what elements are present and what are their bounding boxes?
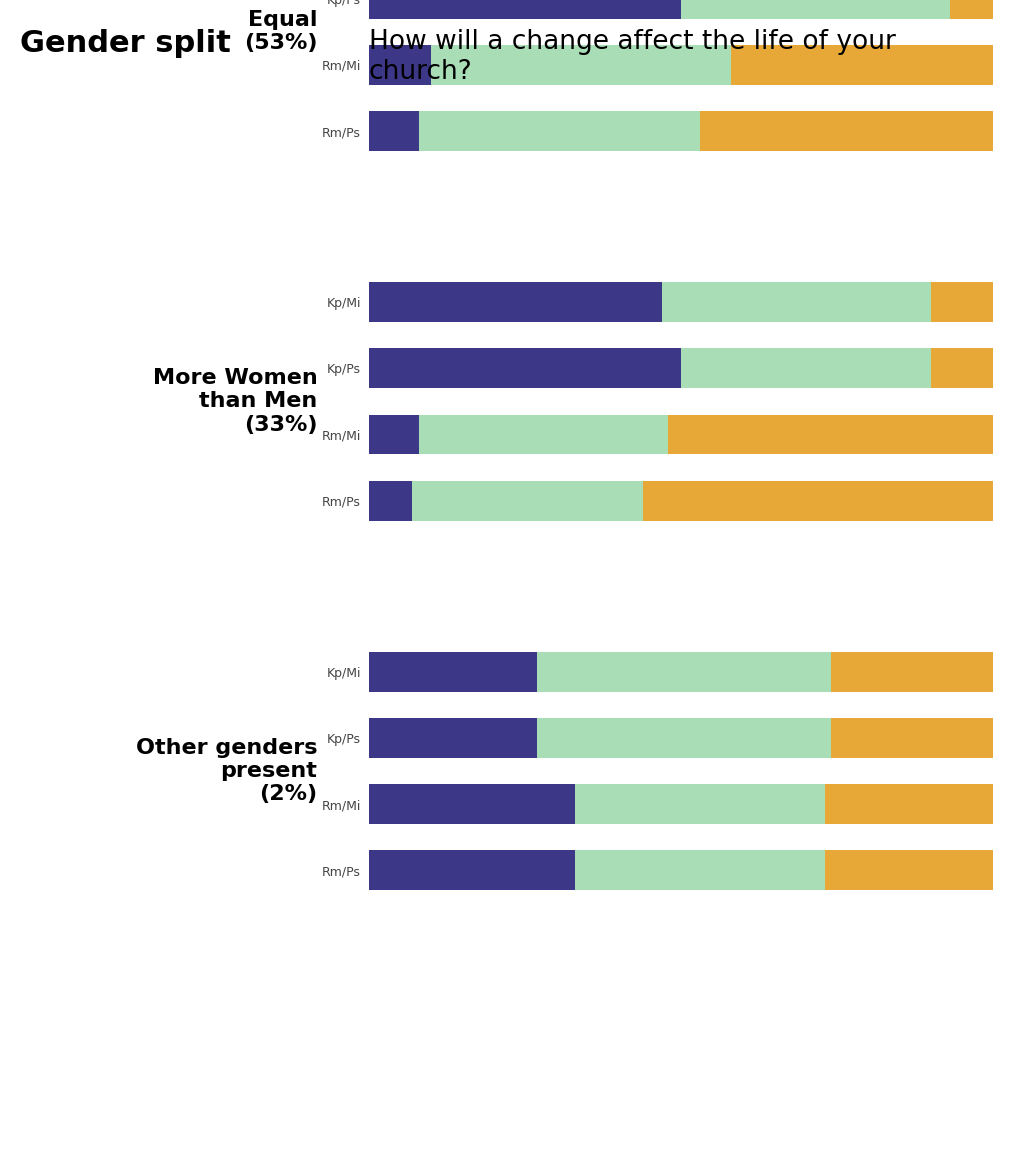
Bar	[369, 850, 574, 891]
Bar	[731, 45, 993, 84]
Text: Equal
(53%): Equal (53%)	[244, 10, 317, 53]
Bar	[643, 480, 993, 521]
Bar	[669, 415, 993, 454]
Bar	[369, 111, 419, 151]
Bar	[369, 415, 419, 454]
Bar	[538, 718, 830, 758]
Bar	[931, 282, 993, 322]
Bar	[681, 0, 949, 18]
Bar	[663, 282, 931, 322]
Bar	[413, 480, 643, 521]
Bar	[681, 349, 931, 388]
Bar	[824, 850, 993, 891]
Text: Other genders
present
(2%): Other genders present (2%)	[136, 738, 317, 804]
Bar	[369, 784, 574, 824]
Bar	[699, 111, 993, 151]
Bar	[369, 480, 413, 521]
Bar	[369, 651, 538, 692]
Bar	[369, 45, 431, 84]
Bar	[574, 850, 824, 891]
Bar	[931, 349, 993, 388]
Text: How will a change affect the life of your
church?: How will a change affect the life of you…	[369, 29, 896, 84]
Bar	[830, 718, 993, 758]
Bar	[419, 415, 669, 454]
Text: More Women
than Men
(33%): More Women than Men (33%)	[153, 368, 317, 434]
Bar	[431, 45, 731, 84]
Bar	[369, 718, 538, 758]
Bar	[824, 784, 993, 824]
Text: Gender split: Gender split	[20, 29, 231, 58]
Bar	[538, 651, 830, 692]
Bar	[830, 651, 993, 692]
Bar	[949, 0, 993, 18]
Bar	[369, 349, 681, 388]
Bar	[369, 282, 663, 322]
Bar	[369, 0, 681, 18]
Bar	[574, 784, 824, 824]
Bar	[419, 111, 699, 151]
